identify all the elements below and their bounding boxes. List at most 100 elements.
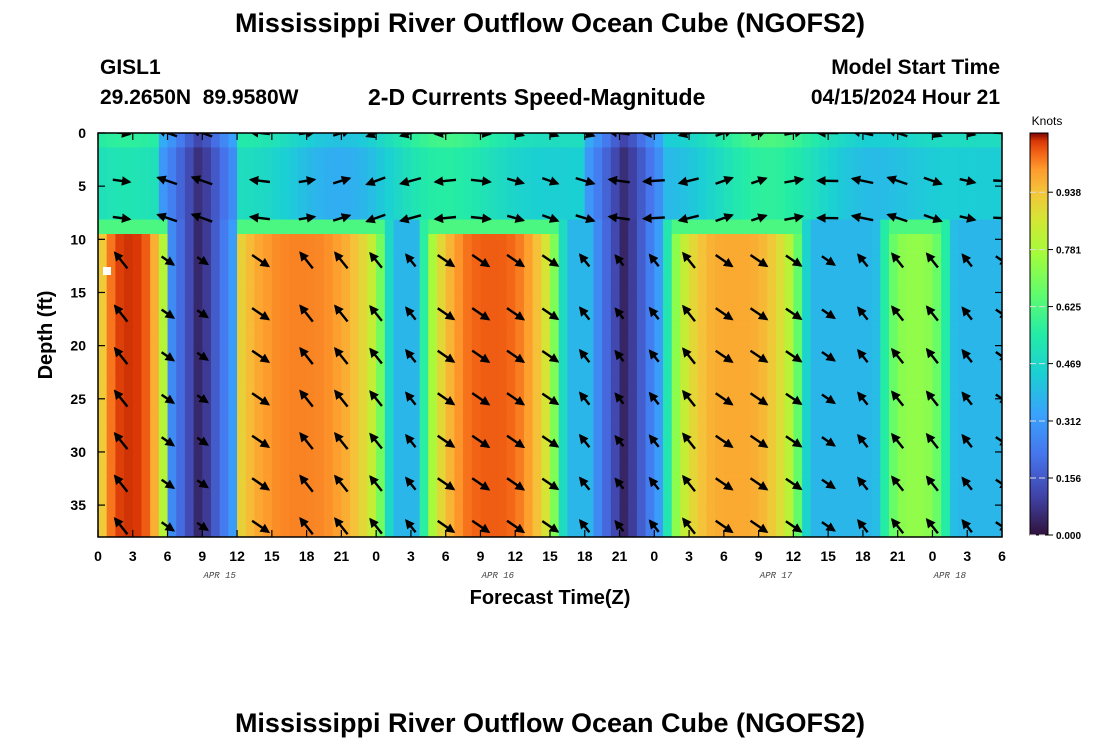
heatmap-cell — [828, 529, 838, 537]
heatmap-cell — [793, 291, 803, 300]
heatmap-cell — [715, 226, 725, 235]
heatmap-cell — [106, 226, 116, 235]
heatmap-cell — [211, 529, 221, 537]
heatmap-cell — [211, 385, 221, 394]
heatmap-cell — [280, 407, 290, 415]
heatmap-cell — [219, 176, 229, 185]
heatmap-cell — [576, 277, 586, 286]
heatmap-cell — [211, 436, 221, 444]
heatmap-cell — [645, 414, 655, 423]
heatmap-cell — [471, 363, 482, 372]
heatmap-cell — [784, 363, 794, 372]
heatmap-cell — [228, 277, 238, 286]
heatmap-cell — [315, 147, 325, 156]
heatmap-cell — [541, 443, 551, 452]
heatmap-cell — [98, 378, 108, 387]
heatmap-cell — [480, 342, 490, 351]
heatmap-cell — [558, 407, 568, 415]
heatmap-cell — [480, 472, 490, 480]
heatmap-cell — [289, 284, 299, 293]
heatmap-cell — [619, 169, 629, 177]
heatmap-cell — [202, 219, 212, 228]
heatmap-cell — [341, 241, 351, 250]
heatmap-cell — [489, 140, 499, 149]
heatmap-cell — [523, 385, 534, 394]
heatmap-cell — [689, 169, 699, 177]
heatmap-cell — [428, 356, 438, 365]
heatmap-cell — [854, 508, 864, 516]
heatmap-cell — [324, 262, 334, 271]
heatmap-cell — [141, 522, 151, 531]
heatmap-cell — [576, 147, 586, 156]
heatmap-cell — [202, 320, 212, 329]
heatmap-cell — [732, 522, 742, 531]
heatmap-cell — [749, 140, 760, 149]
heatmap-cell — [793, 486, 803, 495]
heatmap-cell — [211, 306, 221, 314]
heatmap-cell — [237, 313, 247, 322]
heatmap-cell — [376, 327, 386, 336]
heatmap-cell — [489, 277, 499, 286]
heatmap-cell — [576, 219, 586, 228]
heatmap-cell — [715, 500, 725, 509]
heatmap-cell — [749, 248, 760, 257]
heatmap-cell — [332, 500, 342, 509]
heatmap-cell — [402, 472, 412, 480]
heatmap-cell — [332, 356, 342, 365]
heatmap-cell — [506, 342, 516, 351]
heatmap-cell — [324, 508, 334, 516]
heatmap-cell — [341, 219, 351, 228]
heatmap-cell — [784, 399, 794, 408]
heatmap-cell — [384, 226, 395, 235]
heatmap-cell — [767, 522, 777, 531]
heatmap-cell — [150, 161, 160, 170]
heatmap-cell — [619, 385, 629, 394]
heatmap-cell — [836, 356, 847, 365]
heatmap-cell — [402, 399, 412, 408]
heatmap-cell — [167, 407, 177, 415]
heatmap-cell — [237, 169, 247, 177]
heatmap-cell — [567, 161, 577, 170]
heatmap-cell — [245, 450, 256, 459]
heatmap-cell — [671, 335, 681, 343]
heatmap-cell — [402, 248, 412, 257]
heatmap-cell — [558, 414, 568, 423]
heatmap-cell — [228, 161, 238, 170]
heatmap-cell — [393, 226, 403, 235]
heatmap-cell — [280, 262, 290, 271]
heatmap-cell — [532, 176, 542, 185]
heatmap-cell — [324, 161, 334, 170]
heatmap-cell — [497, 464, 508, 473]
heatmap-cell — [515, 169, 525, 177]
heatmap-cell — [628, 219, 638, 228]
heatmap-cell — [454, 407, 464, 415]
heatmap-cell — [793, 133, 803, 141]
heatmap-cell — [115, 212, 125, 221]
heatmap-cell — [567, 428, 577, 437]
heatmap-cell — [732, 197, 742, 206]
heatmap-cell — [480, 197, 490, 206]
heatmap-cell — [376, 190, 386, 199]
heatmap-cell — [437, 385, 447, 394]
heatmap-cell — [628, 464, 638, 473]
heatmap-cell — [228, 284, 238, 293]
heatmap-cell — [828, 363, 838, 372]
heatmap-cell — [715, 385, 725, 394]
heatmap-cell — [437, 298, 447, 307]
heatmap-cell — [428, 169, 438, 177]
heatmap-cell — [663, 205, 673, 213]
heatmap-cell — [237, 349, 247, 358]
heatmap-cell — [176, 205, 186, 213]
heatmap-cell — [628, 241, 638, 250]
heatmap-cell — [184, 407, 195, 415]
heatmap-cell — [115, 313, 125, 322]
heatmap-cell — [124, 284, 134, 293]
heatmap-cell — [350, 197, 360, 206]
heatmap-cell — [245, 414, 256, 423]
heatmap-cell — [697, 356, 708, 365]
heatmap-cell — [271, 212, 282, 221]
heatmap-cell — [315, 436, 325, 444]
heatmap-cell — [636, 212, 647, 221]
heatmap-cell — [463, 356, 473, 365]
heatmap-cell — [506, 385, 516, 394]
